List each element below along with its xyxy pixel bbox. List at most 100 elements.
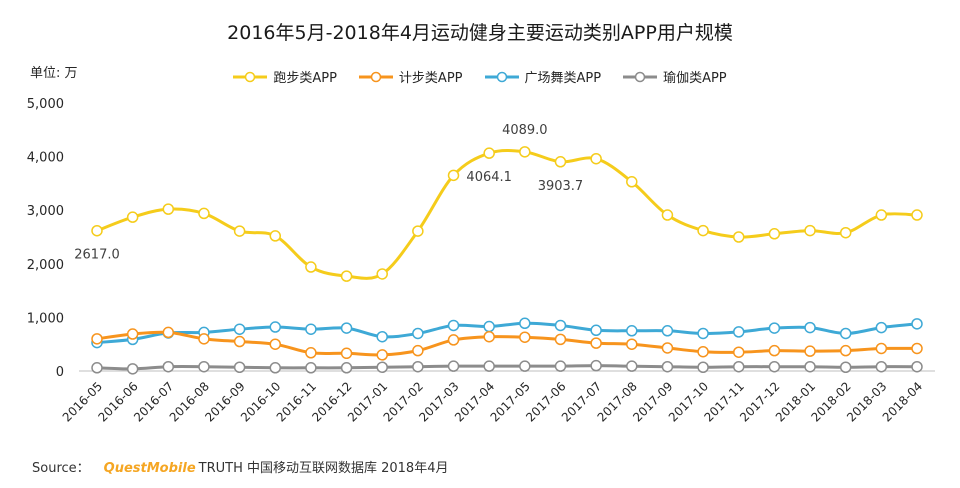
data-label: 4089.0	[502, 123, 548, 138]
data-point	[412, 327, 424, 340]
data-point	[732, 346, 745, 358]
data-point	[412, 360, 424, 373]
data-point	[162, 360, 175, 373]
data-point	[483, 330, 495, 343]
legend-item-running: 跑步类APP	[233, 67, 337, 86]
data-point	[626, 360, 638, 372]
source-brand: QuestMobile	[103, 461, 196, 476]
data-point	[661, 209, 674, 221]
x-axis: 2016-052016-062016-072016-082016-092016-…	[60, 370, 935, 425]
data-point	[198, 207, 210, 220]
data-point	[483, 147, 495, 159]
data-point	[697, 345, 709, 358]
data-point	[162, 326, 175, 339]
data-point	[340, 347, 353, 360]
chart-title: 2016年5月-2018年4月运动健身主要运动类别APP用户规模	[227, 22, 733, 44]
data-point	[305, 347, 317, 359]
data-point	[376, 361, 388, 373]
data-label: 4064.1	[466, 170, 512, 185]
source-text: TRUTH 中国移动互联网数据库 2018年4月	[198, 461, 449, 476]
legend-swatch-pedometer	[358, 71, 393, 82]
data-point	[269, 321, 282, 333]
series-line	[96, 364, 918, 371]
x-tick-label: 2018-04	[880, 379, 925, 424]
data-point	[911, 360, 923, 373]
data-point	[732, 326, 745, 338]
data-point	[590, 337, 602, 349]
data-point	[412, 344, 424, 357]
data-point	[875, 209, 888, 221]
data-point	[340, 362, 353, 374]
data-point	[661, 342, 674, 354]
data-point	[768, 344, 781, 357]
data-point	[839, 327, 852, 340]
data-point	[305, 261, 317, 273]
y-tick-label: 0	[56, 365, 64, 380]
data-point	[519, 360, 531, 372]
data-point	[519, 331, 531, 343]
data-point	[768, 228, 781, 240]
legend-item-square-dance: 广场舞类APP	[484, 67, 602, 86]
data-point	[804, 345, 816, 357]
data-label: 2617.0	[74, 248, 120, 263]
data-point	[875, 321, 888, 334]
data-point	[697, 224, 709, 237]
source-label: Source：	[32, 461, 90, 476]
data-point	[447, 319, 460, 332]
data-point	[839, 344, 852, 357]
data-point	[911, 342, 923, 355]
data-point	[804, 224, 816, 237]
data-point	[233, 225, 246, 237]
data-point	[768, 360, 781, 373]
data-point	[554, 360, 567, 372]
data-point	[554, 333, 567, 346]
y-tick-label: 2,000	[27, 258, 64, 273]
data-point	[412, 225, 424, 237]
data-point	[376, 349, 388, 361]
legend-label-square-dance: 广场舞类APP	[524, 71, 602, 86]
series-3	[91, 359, 923, 375]
data-point	[126, 211, 139, 223]
data-point	[198, 333, 210, 345]
data-point	[911, 318, 923, 330]
series-0	[91, 146, 923, 282]
data-point	[340, 322, 353, 334]
y-tick-label: 5,000	[27, 97, 64, 112]
legend-label-running: 跑步类APP	[273, 71, 337, 86]
data-point	[519, 317, 531, 330]
data-point	[91, 362, 103, 374]
data-point	[839, 361, 852, 373]
data-point	[661, 360, 674, 373]
legend-swatch-running	[233, 71, 268, 82]
legend-label-pedometer: 计步类APP	[398, 71, 463, 86]
series-1	[91, 326, 923, 361]
data-point	[305, 323, 317, 335]
data-point	[911, 209, 923, 221]
data-point	[590, 152, 602, 165]
data-point	[233, 335, 246, 348]
data-point	[590, 324, 602, 337]
data-point	[554, 319, 567, 332]
data-point	[626, 325, 638, 337]
data-point	[447, 360, 460, 372]
data-point	[732, 360, 745, 373]
y-tick-label: 4,000	[27, 151, 64, 166]
data-point	[839, 226, 852, 239]
data-point	[376, 330, 388, 343]
data-point	[875, 360, 888, 373]
series-layer	[91, 146, 923, 375]
data-point	[519, 146, 531, 158]
data-point	[269, 362, 282, 374]
data-point	[269, 338, 282, 350]
legend-item-yoga: 瑜伽类APP	[623, 67, 727, 86]
data-point	[162, 203, 175, 215]
data-point	[126, 363, 139, 375]
data-point	[91, 333, 103, 345]
data-point	[626, 338, 638, 350]
data-point	[697, 361, 709, 373]
data-label: 3903.7	[538, 179, 584, 194]
data-point	[91, 224, 103, 237]
data-point	[483, 320, 495, 333]
data-label-layer: 2617.0 4064.1 4089.0 3903.7	[74, 123, 583, 263]
